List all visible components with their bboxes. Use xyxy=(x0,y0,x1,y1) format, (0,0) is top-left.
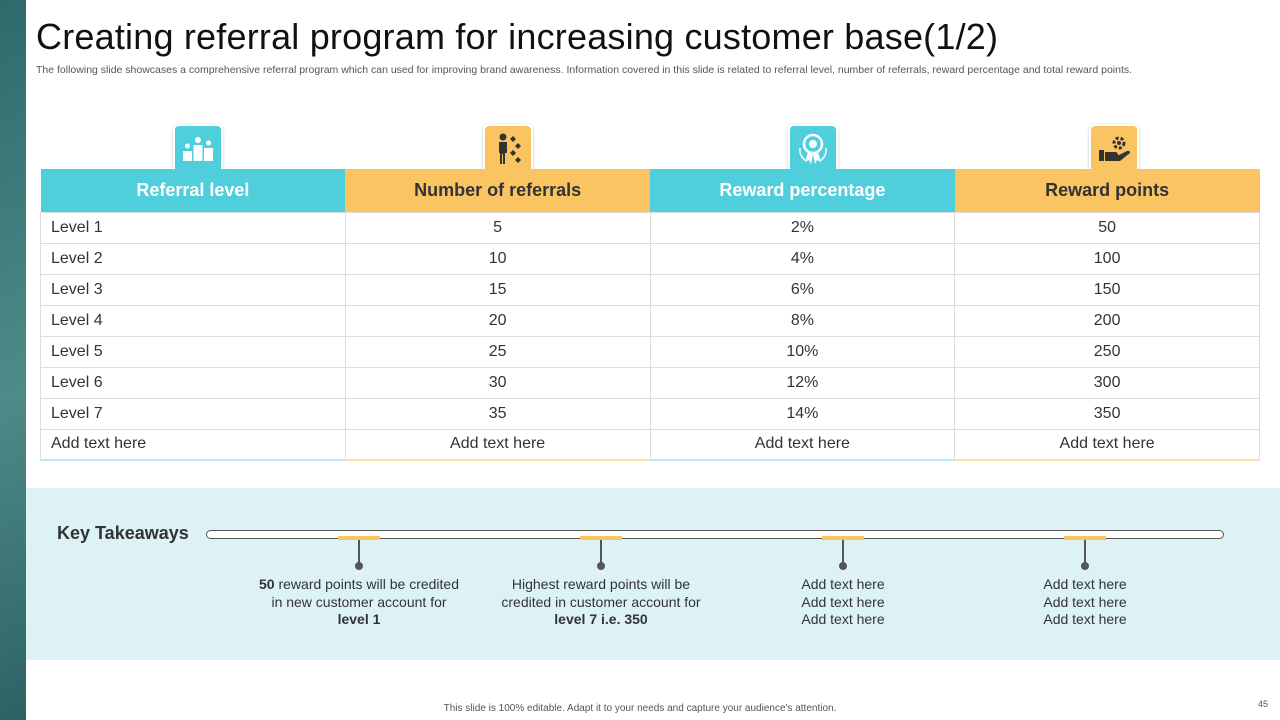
timeline-tick xyxy=(1064,536,1106,540)
cell-percentage: 12% xyxy=(649,366,956,399)
hand-gear-icon xyxy=(1089,124,1139,174)
cell-referrals: 25 xyxy=(344,335,651,368)
table-row: Level 4 20 8% 200 xyxy=(40,304,1260,337)
slide-subtitle: The following slide showcases a comprehe… xyxy=(36,64,1133,76)
table-row: Add text here Add text here Add text her… xyxy=(40,428,1260,461)
cell-level: Add text here xyxy=(40,428,346,461)
cell-referrals: Add text here xyxy=(344,428,651,461)
header-reward-percentage: Reward percentage xyxy=(650,169,955,212)
referral-table: Referral level Number of referrals Rewar… xyxy=(40,169,1260,461)
cell-points: Add text here xyxy=(954,428,1260,461)
cell-points: 150 xyxy=(954,273,1260,306)
takeaway-line: Add text here xyxy=(1043,576,1127,592)
cell-points: 350 xyxy=(954,397,1260,430)
table-row: Level 6 30 12% 300 xyxy=(40,366,1260,399)
cell-percentage: 2% xyxy=(649,211,956,244)
timeline-tick xyxy=(580,536,622,540)
cell-referrals: 35 xyxy=(344,397,651,430)
takeaway-fragment: reward points will be credited in new cu… xyxy=(271,576,459,610)
cell-level: Level 6 xyxy=(40,366,346,399)
timeline-dot xyxy=(1080,562,1089,570)
cell-referrals: 5 xyxy=(344,211,651,244)
table-row: Level 3 15 6% 150 xyxy=(40,273,1260,306)
slide-footer: This slide is 100% editable. Adapt it to… xyxy=(443,703,837,714)
table-row: Level 1 5 2% 50 xyxy=(40,211,1260,244)
cell-level: Level 3 xyxy=(40,273,346,306)
cell-referrals: 30 xyxy=(344,366,651,399)
cell-percentage: 6% xyxy=(649,273,956,306)
cell-points: 300 xyxy=(954,366,1260,399)
takeaway-emphasis: level 7 i.e. 350 xyxy=(554,611,648,627)
takeaway-line: Add text here xyxy=(1043,593,1127,610)
header-referral-level: Referral level xyxy=(40,169,346,212)
cell-points: 100 xyxy=(954,242,1260,275)
award-badge-icon xyxy=(788,124,838,174)
takeaway-text: Highest reward points will be credited i… xyxy=(501,576,701,629)
cell-points: 200 xyxy=(954,304,1260,337)
takeaway-line: Add text here xyxy=(801,576,885,592)
timeline-bar xyxy=(206,530,1224,539)
takeaway-line: Add text here xyxy=(801,611,885,627)
slide-title: Creating referral program for increasing… xyxy=(36,16,999,57)
timeline-tick xyxy=(822,536,864,540)
cell-level: Level 1 xyxy=(40,211,346,244)
takeaway-line: Add text here xyxy=(1043,611,1127,627)
timeline-dot xyxy=(838,562,847,570)
takeaway-text: Add text here Add text here Add text her… xyxy=(985,576,1185,629)
cell-points: 250 xyxy=(954,335,1260,368)
cell-level: Level 5 xyxy=(40,335,346,368)
cell-referrals: 10 xyxy=(344,242,651,275)
key-takeaways-title: Key Takeaways xyxy=(57,523,189,543)
cell-points: 50 xyxy=(954,211,1260,244)
cell-referrals: 15 xyxy=(344,273,651,306)
table-header-row: Referral level Number of referrals Rewar… xyxy=(40,169,1260,212)
cell-percentage: 4% xyxy=(649,242,956,275)
timeline-dot xyxy=(354,562,363,570)
takeaway-line: Add text here xyxy=(801,593,885,610)
header-icons xyxy=(40,124,1260,176)
person-steps-icon xyxy=(483,124,533,174)
timeline-stem xyxy=(600,540,602,564)
page-number: 45 xyxy=(1257,699,1268,709)
cell-percentage: 14% xyxy=(649,397,956,430)
left-decorative-strip xyxy=(0,0,26,720)
cell-percentage: Add text here xyxy=(649,428,956,461)
cell-level: Level 7 xyxy=(40,397,346,430)
takeaway-text: Add text here Add text here Add text her… xyxy=(743,576,943,629)
cell-percentage: 8% xyxy=(649,304,956,337)
timeline-tick xyxy=(338,536,380,540)
takeaway-emphasis: level 1 xyxy=(337,611,381,627)
podium-icon xyxy=(173,124,223,174)
takeaway-text: 50 reward points will be credited in new… xyxy=(259,576,459,629)
cell-percentage: 10% xyxy=(649,335,956,368)
takeaway-emphasis: 50 xyxy=(259,576,275,592)
header-reward-points: Reward points xyxy=(954,169,1260,212)
table-row: Level 2 10 4% 100 xyxy=(40,242,1260,275)
takeaway-fragment: Highest reward points will be credited i… xyxy=(501,576,701,610)
timeline-stem xyxy=(358,540,360,564)
timeline-dot xyxy=(596,562,605,570)
header-number-of-referrals: Number of referrals xyxy=(345,169,650,212)
timeline-stem xyxy=(1084,540,1086,564)
cell-referrals: 20 xyxy=(344,304,651,337)
table-row: Level 7 35 14% 350 xyxy=(40,397,1260,430)
timeline-stem xyxy=(842,540,844,564)
cell-level: Level 2 xyxy=(40,242,346,275)
table-row: Level 5 25 10% 250 xyxy=(40,335,1260,368)
cell-level: Level 4 xyxy=(40,304,346,337)
key-takeaways-panel: Key Takeaways 50 reward points will be c… xyxy=(26,488,1280,660)
